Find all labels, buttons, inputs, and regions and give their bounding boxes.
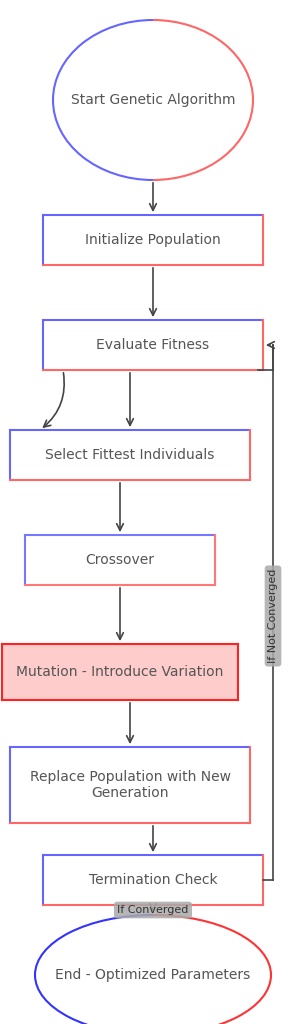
Bar [43,855,263,905]
Text: Termination Check: Termination Check [89,873,217,887]
Text: If Not Converged: If Not Converged [268,568,278,664]
Bar [43,215,263,265]
Text: Evaluate Fitness: Evaluate Fitness [96,338,210,352]
Ellipse shape [53,20,253,180]
Text: Start Genetic Algorithm: Start Genetic Algorithm [71,93,235,106]
Text: Initialize Population: Initialize Population [85,233,221,247]
Text: Select Fittest Individuals: Select Fittest Individuals [45,449,215,462]
Bar [2,644,238,700]
Bar [10,430,250,480]
Text: Mutation - Introduce Variation: Mutation - Introduce Variation [16,665,224,679]
Ellipse shape [35,915,271,1024]
Text: If Converged: If Converged [117,905,189,915]
Text: Crossover: Crossover [85,553,155,567]
Bar [25,535,215,585]
Text: End - Optimized Parameters: End - Optimized Parameters [55,968,251,982]
Bar [10,746,250,823]
Text: Replace Population with New
Generation: Replace Population with New Generation [29,770,230,800]
Bar [43,319,263,370]
